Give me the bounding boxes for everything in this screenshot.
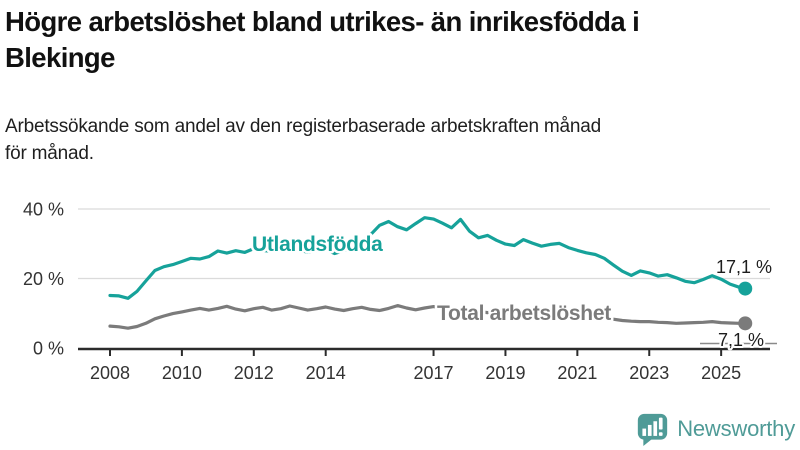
y-axis-labels: 0 % 20 % 40 % bbox=[23, 200, 64, 359]
x-tick-label-2021: 2021 bbox=[557, 363, 597, 383]
y-tick-label-0: 0 % bbox=[33, 339, 64, 359]
end-value-utlandsfodda: 17,1 % bbox=[716, 257, 772, 277]
end-value-total-arbetsloshet: 7,1 % bbox=[718, 330, 764, 350]
newsworthy-logo-icon bbox=[638, 413, 668, 446]
page-title-line-1: Högre arbetslöshet bland utrikes- än inr… bbox=[5, 6, 640, 37]
series-lines bbox=[108, 216, 753, 331]
series-label-total-arbetsloshet: Total arbetslöshet bbox=[437, 302, 611, 325]
series-end-dot-0 bbox=[738, 281, 753, 296]
y-tick-label-20: 20 % bbox=[23, 269, 64, 289]
annotations: Utlandsfödda Total arbetslöshet 17,1 % 7… bbox=[250, 231, 777, 352]
newsworthy-brand-link[interactable]: Newsworthy bbox=[636, 411, 795, 447]
x-tick-label-2008: 2008 bbox=[90, 363, 130, 383]
x-tick-label-2023: 2023 bbox=[629, 363, 669, 383]
chart-subtitle: Arbetssökande som andel av den registerb… bbox=[5, 114, 790, 168]
x-axis: 2008 2010 2012 2014 2017 2019 2021 2023 2025 bbox=[78, 347, 770, 383]
x-tick-label-2012: 2012 bbox=[234, 363, 274, 383]
series-line-0 bbox=[108, 216, 747, 300]
newsworthy-wordmark: Newsworthy bbox=[677, 416, 795, 441]
series-end-dot-1 bbox=[738, 316, 753, 331]
y-tick-label-40: 40 % bbox=[23, 200, 64, 220]
series-label-utlandsfodda: Utlandsfödda bbox=[252, 233, 383, 256]
x-tick-label-2019: 2019 bbox=[485, 363, 525, 383]
line-chart: 2008 2010 2012 2014 2017 2019 2021 2023 2025 0 %… bbox=[23, 200, 777, 383]
chart-subtitle-line-2: för månad. bbox=[5, 142, 94, 164]
x-tick-label-2025: 2025 bbox=[701, 363, 741, 383]
x-tick-label-2010: 2010 bbox=[162, 363, 202, 383]
chart-subtitle-line-1: Arbetssökande som andel av den registerb… bbox=[5, 116, 602, 137]
page-title: Högre arbetslöshet bland utrikes- än inr… bbox=[5, 4, 795, 76]
gridlines bbox=[78, 208, 770, 280]
x-tick-label-2017: 2017 bbox=[414, 363, 454, 383]
page-title-line-2: Blekinge bbox=[5, 41, 115, 73]
series-line-1 bbox=[108, 304, 747, 330]
x-tick-label-2014: 2014 bbox=[306, 363, 346, 383]
